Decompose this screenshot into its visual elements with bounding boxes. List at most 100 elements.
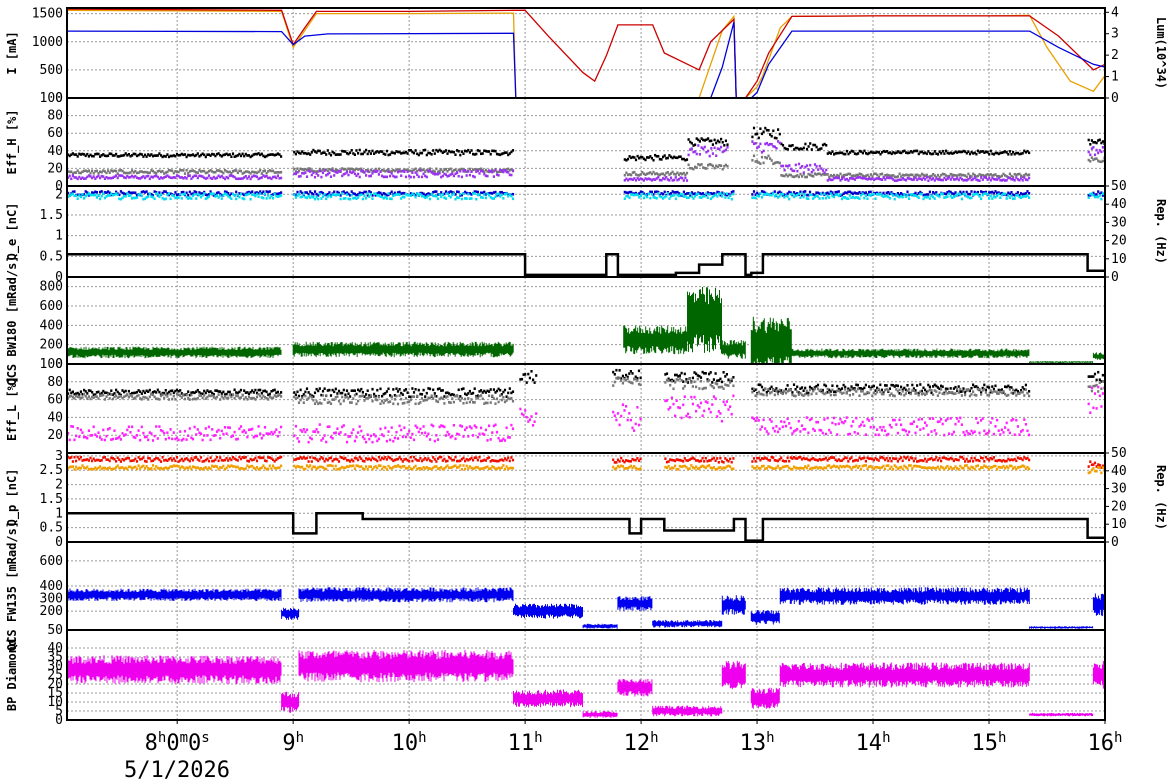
- series-point: [448, 433, 451, 436]
- series-point: [215, 430, 219, 433]
- series-point: [99, 190, 102, 194]
- series-point: [241, 177, 244, 180]
- series-point: [396, 191, 400, 194]
- series-point: [459, 459, 462, 463]
- series-point: [105, 171, 108, 175]
- series-point: [911, 151, 914, 154]
- series-point: [443, 172, 446, 176]
- series-point: [476, 394, 479, 397]
- series-point: [302, 456, 305, 459]
- series-point: [217, 459, 220, 463]
- series-point: [263, 389, 267, 393]
- series-point: [84, 190, 87, 193]
- series-point: [446, 152, 449, 155]
- series-point: [762, 130, 765, 134]
- series-point: [754, 419, 757, 422]
- series-point: [1013, 457, 1016, 461]
- series-point: [424, 170, 427, 173]
- series-point: [428, 459, 432, 462]
- series-point: [499, 153, 502, 157]
- series-point: [140, 194, 143, 198]
- series-point: [177, 174, 180, 178]
- series-point: [863, 392, 866, 396]
- series-point: [175, 152, 179, 156]
- series-point: [385, 193, 388, 197]
- series-point: [792, 195, 796, 199]
- series-point: [326, 172, 329, 176]
- series-point: [796, 174, 799, 177]
- series-point: [1002, 178, 1005, 182]
- series-point: [652, 195, 655, 199]
- series-point: [927, 179, 930, 182]
- series-point: [304, 171, 307, 174]
- series-point: [151, 169, 155, 173]
- series-point: [885, 456, 888, 460]
- series-point: [108, 427, 111, 430]
- series-point: [140, 190, 143, 194]
- series-point: [690, 191, 693, 194]
- series-point: [449, 190, 452, 193]
- series-point: [858, 394, 861, 397]
- series-point: [964, 433, 967, 437]
- series-point: [459, 153, 462, 157]
- series-point: [669, 172, 673, 175]
- series-point: [820, 192, 823, 196]
- series-point: [396, 402, 400, 406]
- series-point: [672, 387, 675, 391]
- series-point: [765, 391, 768, 394]
- series-point: [625, 405, 628, 408]
- series-point: [626, 375, 629, 379]
- series-point: [238, 192, 241, 195]
- series-point: [1005, 394, 1008, 397]
- series-point: [911, 193, 914, 196]
- series-point: [1018, 178, 1021, 182]
- series-point: [472, 391, 475, 395]
- series-point: [276, 192, 279, 196]
- series-point: [251, 190, 254, 193]
- series-point: [267, 170, 270, 173]
- series-point: [462, 152, 465, 155]
- series-point: [975, 152, 978, 156]
- series-point: [325, 197, 328, 201]
- series-point: [336, 458, 339, 461]
- series-point: [409, 436, 412, 439]
- series-point: [180, 191, 183, 194]
- series-point: [692, 150, 695, 154]
- series-point: [278, 431, 281, 434]
- series-point: [670, 380, 673, 383]
- series-point: [876, 191, 879, 195]
- series-point: [411, 171, 414, 174]
- series-point: [71, 174, 74, 177]
- series-point: [334, 457, 337, 461]
- series-point: [449, 150, 452, 154]
- series-point: [480, 389, 483, 392]
- series-point: [788, 422, 791, 425]
- series-point: [360, 457, 363, 460]
- series-point: [129, 465, 132, 469]
- series-point: [634, 377, 637, 381]
- series-point: [296, 457, 299, 460]
- series-point: [75, 153, 78, 156]
- series-point: [158, 152, 161, 155]
- series-point: [850, 174, 853, 178]
- series-point: [690, 141, 693, 145]
- series-point: [158, 169, 161, 173]
- series-point: [470, 426, 473, 430]
- series-point: [773, 429, 776, 433]
- series-point: [358, 425, 361, 428]
- series-point: [155, 397, 158, 400]
- series-point: [412, 438, 416, 442]
- series-point: [1090, 463, 1093, 467]
- series-point: [837, 151, 840, 155]
- series-point: [826, 459, 829, 462]
- series-point: [227, 170, 230, 174]
- series-point: [123, 467, 126, 471]
- series-point: [396, 193, 400, 196]
- series-point: [110, 176, 113, 180]
- series-point: [265, 190, 268, 193]
- series-point: [89, 456, 92, 460]
- series-point: [320, 402, 323, 405]
- series-point: [906, 194, 909, 197]
- series-point: [228, 196, 231, 199]
- series-band: [750, 316, 792, 364]
